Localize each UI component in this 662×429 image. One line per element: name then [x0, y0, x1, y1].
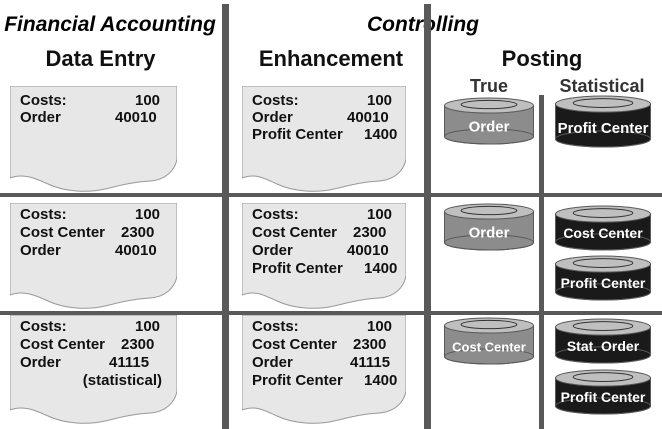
svg-text:Stat. Order: Stat. Order [567, 338, 640, 354]
svg-text:Cost Center: Cost Center [452, 340, 526, 355]
svg-text:Profit Center: Profit Center [561, 389, 646, 405]
svg-text:Profit Center: Profit Center [561, 275, 646, 291]
svg-text:Cost Center: Cost Center [563, 225, 643, 241]
svg-text:Order: Order [469, 119, 510, 136]
svg-text:Profit Center: Profit Center [558, 120, 649, 137]
svg-text:Order: Order [469, 225, 510, 242]
